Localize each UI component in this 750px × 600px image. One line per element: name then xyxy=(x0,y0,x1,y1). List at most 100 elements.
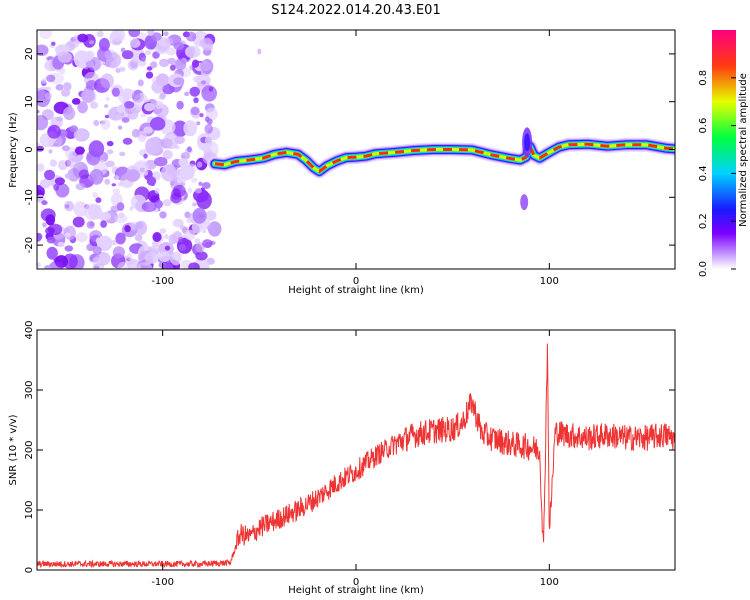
noise-blob xyxy=(163,132,179,150)
noise-blob xyxy=(112,188,121,195)
noise-blob xyxy=(96,30,104,38)
noise-blob xyxy=(201,85,217,102)
colorbar-tick-label: 0.8 xyxy=(698,70,709,86)
noise-blob xyxy=(89,40,95,45)
noise-blob xyxy=(144,102,155,112)
noise-blob xyxy=(159,58,170,68)
noise-blob xyxy=(180,152,191,160)
noise-blob xyxy=(120,88,135,99)
noise-blob xyxy=(134,220,148,236)
noise-blob xyxy=(90,101,99,109)
colorbar-tick-label: 0.2 xyxy=(698,213,709,229)
noise-blob xyxy=(66,157,82,169)
noise-blob xyxy=(208,86,214,92)
noise-blob xyxy=(140,113,147,118)
noise-blob xyxy=(161,262,174,269)
noise-blob xyxy=(104,50,113,59)
noise-blob xyxy=(184,211,191,219)
noise-blob xyxy=(204,123,213,134)
noise-blob xyxy=(41,77,48,84)
noise-blob xyxy=(196,161,203,168)
noise-blob xyxy=(105,160,115,168)
figure-title: S124.2022.014.20.43.E01 xyxy=(271,3,440,18)
noise-blob xyxy=(48,149,53,154)
noise-blob xyxy=(116,104,125,114)
colorbar-tick-label: 0.6 xyxy=(698,118,709,134)
noise-blob xyxy=(39,30,53,40)
noise-blob xyxy=(100,119,111,130)
noise-blob xyxy=(162,149,173,160)
snr-xlabel: Height of straight line (km) xyxy=(288,585,424,596)
noise-blob xyxy=(122,137,133,145)
noise-blob xyxy=(119,66,126,72)
noise-blob xyxy=(198,181,203,186)
noise-blob xyxy=(47,223,63,235)
noise-blob xyxy=(151,79,164,94)
noise-blob xyxy=(137,79,144,87)
noise-blob xyxy=(174,145,180,150)
noise-blob xyxy=(121,50,134,60)
noise-blob xyxy=(111,183,117,187)
noise-blob xyxy=(127,59,139,71)
noise-blob xyxy=(85,60,95,68)
noise-blob xyxy=(125,253,133,261)
noise-blob xyxy=(37,163,45,172)
noise-blob xyxy=(186,217,193,224)
noise-blob xyxy=(37,110,40,114)
y-tick-label: -20 xyxy=(24,237,35,253)
noise-blob xyxy=(129,206,134,211)
noise-blob xyxy=(64,225,76,240)
noise-blob xyxy=(141,56,146,62)
noise-blob xyxy=(117,125,123,130)
colorbar-ticks: 0.0 0.2 0.4 0.6 0.8 xyxy=(698,70,736,277)
noise-blob xyxy=(104,104,109,108)
noise-blob xyxy=(199,61,212,72)
noise-blob xyxy=(95,197,102,203)
noise-blob xyxy=(104,114,110,119)
noise-blob xyxy=(201,80,206,85)
noise-blob xyxy=(195,187,202,194)
noise-blob xyxy=(47,124,61,139)
noise-blob xyxy=(96,235,113,251)
noise-blob xyxy=(143,126,153,134)
noise-blob xyxy=(150,61,158,69)
noise-blob xyxy=(143,153,148,159)
noise-blob xyxy=(178,244,186,251)
noise-blob xyxy=(56,116,64,122)
noise-blob xyxy=(206,118,213,125)
noise-blob xyxy=(202,229,207,234)
noise-blob xyxy=(71,98,81,105)
noise-blob xyxy=(98,37,110,52)
noise-blob xyxy=(37,262,41,268)
noise-blob xyxy=(107,149,114,155)
noise-blob xyxy=(186,31,197,42)
spectrogram-xlabel: Height of straight line (km) xyxy=(288,285,424,296)
spectral-ridge xyxy=(207,48,675,211)
noise-blob xyxy=(48,261,64,269)
noise-blob xyxy=(193,75,203,84)
spectrogram-ylabel: Frequency (Hz) xyxy=(8,112,19,188)
noise-blob xyxy=(202,239,213,248)
noise-blob xyxy=(165,47,177,56)
noise-blob xyxy=(150,117,166,131)
noise-blob xyxy=(37,44,49,57)
noise-blob xyxy=(162,199,172,207)
noise-blob xyxy=(131,128,140,138)
colorbar-tick-label: 0.0 xyxy=(698,261,709,277)
noise-blob xyxy=(100,220,107,228)
y-tick-label: 0 xyxy=(24,567,35,573)
noise-blob xyxy=(161,164,177,182)
noise-blob xyxy=(154,200,163,209)
noise-blob xyxy=(163,31,169,37)
y-tick-label: 0 xyxy=(24,146,35,152)
noise-blob xyxy=(184,91,190,97)
ridge-disturbance-core xyxy=(524,133,531,152)
snr-series-line xyxy=(37,343,675,569)
noise-blob xyxy=(141,201,157,213)
noise-blob xyxy=(65,204,70,209)
x-tick-label: -100 xyxy=(151,577,174,588)
noise-blob xyxy=(190,106,200,116)
noise-blob xyxy=(57,241,65,248)
noise-blob xyxy=(116,113,123,121)
